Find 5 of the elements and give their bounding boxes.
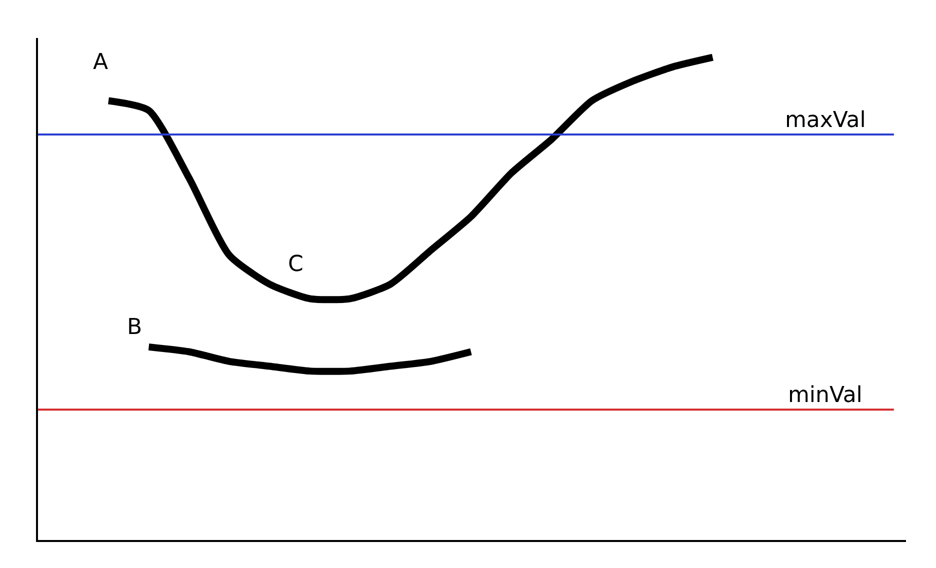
- annotation: B: [127, 315, 142, 340]
- ref-line-label: maxVal: [785, 108, 866, 133]
- annotation: C: [288, 252, 304, 277]
- ref-line-label: minVal: [788, 383, 862, 408]
- annotation: A: [93, 50, 108, 75]
